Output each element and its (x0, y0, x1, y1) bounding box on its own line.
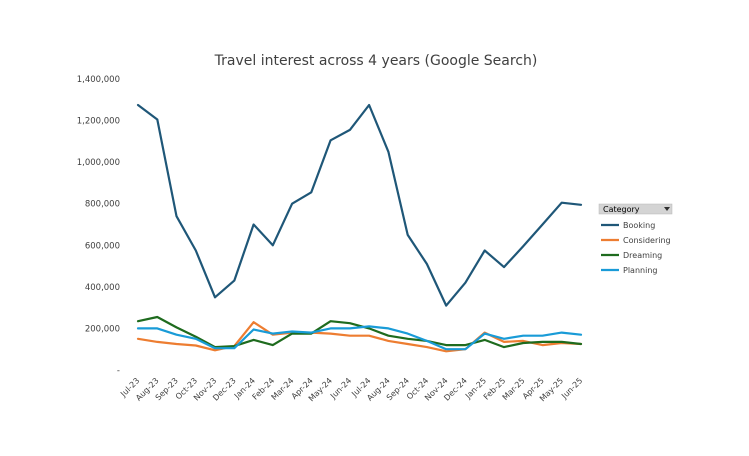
y-tick-label: 200,000 (85, 324, 120, 334)
y-tick-label: 1,000,000 (77, 158, 120, 168)
legend: Category Booking Considering Dreaming Plann… (598, 203, 673, 275)
series-line-dreaming (136, 315, 583, 349)
legend-label-considering: Considering (623, 236, 671, 245)
x-axis: Jul-23Aug-23Sep-23Oct-23Nov-23Dec-23Jan-… (118, 376, 584, 403)
legend-label-dreaming: Dreaming (623, 251, 662, 260)
y-tick-label: 1,400,000 (77, 75, 120, 85)
series-line-considering (136, 321, 583, 353)
legend-label-planning: Planning (623, 266, 657, 275)
legend-title: Category (603, 205, 640, 214)
y-tick-label: 400,000 (85, 283, 120, 293)
y-tick-label: - (117, 366, 120, 376)
y-axis: 1,400,000 1,200,000 1,000,000 800,000 600,00… (77, 75, 120, 376)
y-tick-label: 600,000 (85, 241, 120, 251)
legend-items: Booking Considering Dreaming Planning (601, 221, 671, 275)
category-filter-button[interactable]: Category (598, 203, 673, 215)
series-line-planning (136, 325, 583, 351)
y-tick-label: 1,200,000 (77, 117, 120, 127)
chart-title: Travel interest across 4 years (Google S… (214, 53, 538, 69)
dropdown-arrow-icon[interactable] (664, 207, 670, 211)
legend-label-booking: Booking (623, 221, 655, 230)
x-tick-label: Jun-24 (328, 376, 353, 401)
series-line-booking (136, 103, 583, 307)
y-tick-label: 800,000 (85, 200, 120, 210)
series-lines (136, 103, 583, 353)
category-filter-box[interactable] (598, 203, 673, 215)
x-tick-label: Jun-25 (559, 376, 584, 401)
